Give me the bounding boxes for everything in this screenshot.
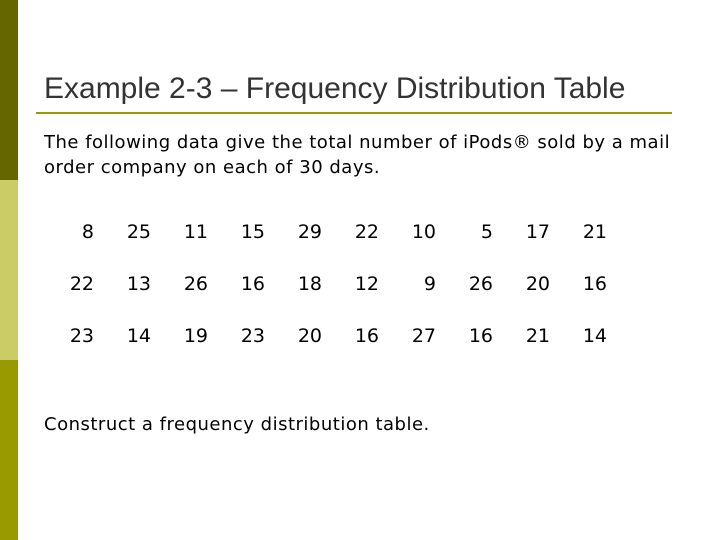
- title-underline: [36, 112, 672, 114]
- table-cell: 21: [525, 325, 550, 347]
- side-bar-middle: [0, 180, 18, 360]
- table-cell: 10: [411, 221, 436, 243]
- table-cell: 20: [297, 325, 322, 347]
- data-table: 8 25 11 15 29 22 10 5 17 21 22 13 26 16 18 12 9 26 20 16 23 1…: [44, 206, 614, 362]
- table-cell: 5: [480, 221, 493, 243]
- side-bar-top: [0, 0, 18, 180]
- table-cell: 16: [240, 273, 265, 295]
- table-cell: 9: [423, 273, 436, 295]
- table-cell: 26: [183, 273, 208, 295]
- table-row: 8 25 11 15 29 22 10 5 17 21: [44, 206, 614, 258]
- table-cell: 14: [126, 325, 151, 347]
- table-cell: 14: [582, 325, 607, 347]
- table-cell: 18: [297, 273, 322, 295]
- table-cell: 16: [582, 273, 607, 295]
- table-cell: 19: [183, 325, 208, 347]
- table-row: 23 14 19 23 20 16 27 16 21 14: [44, 310, 614, 362]
- table-cell: 23: [69, 325, 94, 347]
- table-cell: 29: [297, 221, 322, 243]
- table-cell: 20: [525, 273, 550, 295]
- table-cell: 8: [81, 221, 94, 243]
- table-cell: 16: [354, 325, 379, 347]
- intro-text: The following data give the total number…: [44, 132, 671, 178]
- table-row: 22 13 26 16 18 12 9 26 20 16: [44, 258, 614, 310]
- table-cell: 12: [354, 273, 379, 295]
- prompt-text: Construct a frequency distribution table…: [44, 414, 430, 435]
- table-cell: 17: [525, 221, 550, 243]
- slide-title: Example 2-3 – Frequency Distribution Tab…: [44, 72, 626, 105]
- table-cell: 23: [240, 325, 265, 347]
- table-cell: 11: [183, 221, 208, 243]
- table-cell: 15: [240, 221, 265, 243]
- table-cell: 26: [468, 273, 493, 295]
- table-cell: 22: [354, 221, 379, 243]
- table-cell: 22: [69, 273, 94, 295]
- table-cell: 16: [468, 325, 493, 347]
- table-cell: 21: [582, 221, 607, 243]
- table-cell: 25: [126, 221, 151, 243]
- table-cell: 27: [411, 325, 436, 347]
- table-cell: 13: [126, 273, 151, 295]
- side-bar-bottom: [0, 360, 18, 540]
